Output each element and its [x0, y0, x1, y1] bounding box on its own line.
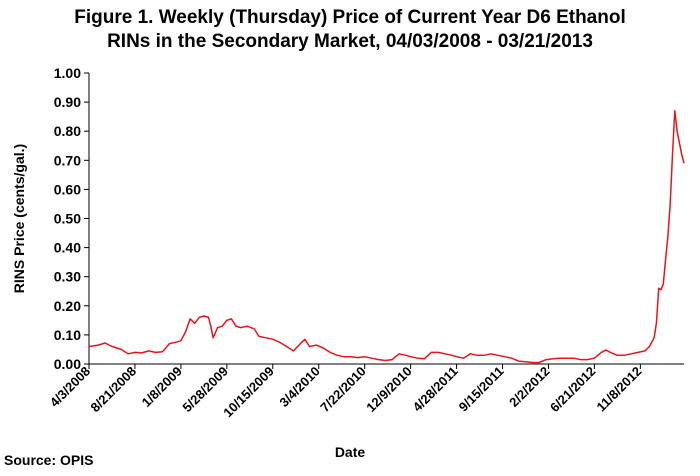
chart-title-line-1: Figure 1. Weekly (Thursday) Price of Cur… — [74, 7, 626, 28]
x-tick-label: 2/2/2012 — [506, 364, 552, 410]
y-tick-label: 0.60 — [54, 181, 81, 197]
source-note: Source: OPIS — [4, 452, 94, 468]
y-tick-label: 0.00 — [54, 356, 81, 372]
x-tick-label: 7/22/2010 — [317, 364, 369, 416]
y-tick-label: 0.10 — [54, 327, 81, 343]
x-axis-label: Date — [334, 444, 366, 460]
y-tick-label: 0.80 — [54, 123, 81, 139]
y-tick-label: 1.00 — [54, 65, 81, 81]
y-tick-label: 0.70 — [54, 152, 81, 168]
x-tick-label: 12/9/2010 — [363, 364, 415, 416]
x-tick-label: 8/21/2008 — [88, 364, 140, 416]
x-tick-label: 3/4/2010 — [276, 364, 322, 410]
y-tick-label: 0.20 — [54, 298, 81, 314]
y-tick-label: 0.50 — [54, 211, 81, 227]
y-tick-label: 0.90 — [54, 94, 81, 110]
x-tick-label: 6/21/2012 — [547, 364, 599, 416]
x-tick-label: 11/8/2012 — [593, 364, 644, 415]
y-axis-label: RINS Price (cents/gal.) — [11, 144, 27, 293]
series-line — [88, 110, 685, 364]
y-tick-label: 0.40 — [54, 240, 81, 256]
x-tick-label: 4/28/2011 — [410, 364, 461, 415]
x-tick-label: 9/15/2011 — [456, 364, 507, 415]
chart-title-line-2: RINs in the Secondary Market, 04/03/2008… — [107, 31, 593, 52]
y-tick-label: 0.30 — [54, 269, 81, 285]
x-tick-label: 1/8/2009 — [139, 364, 185, 410]
